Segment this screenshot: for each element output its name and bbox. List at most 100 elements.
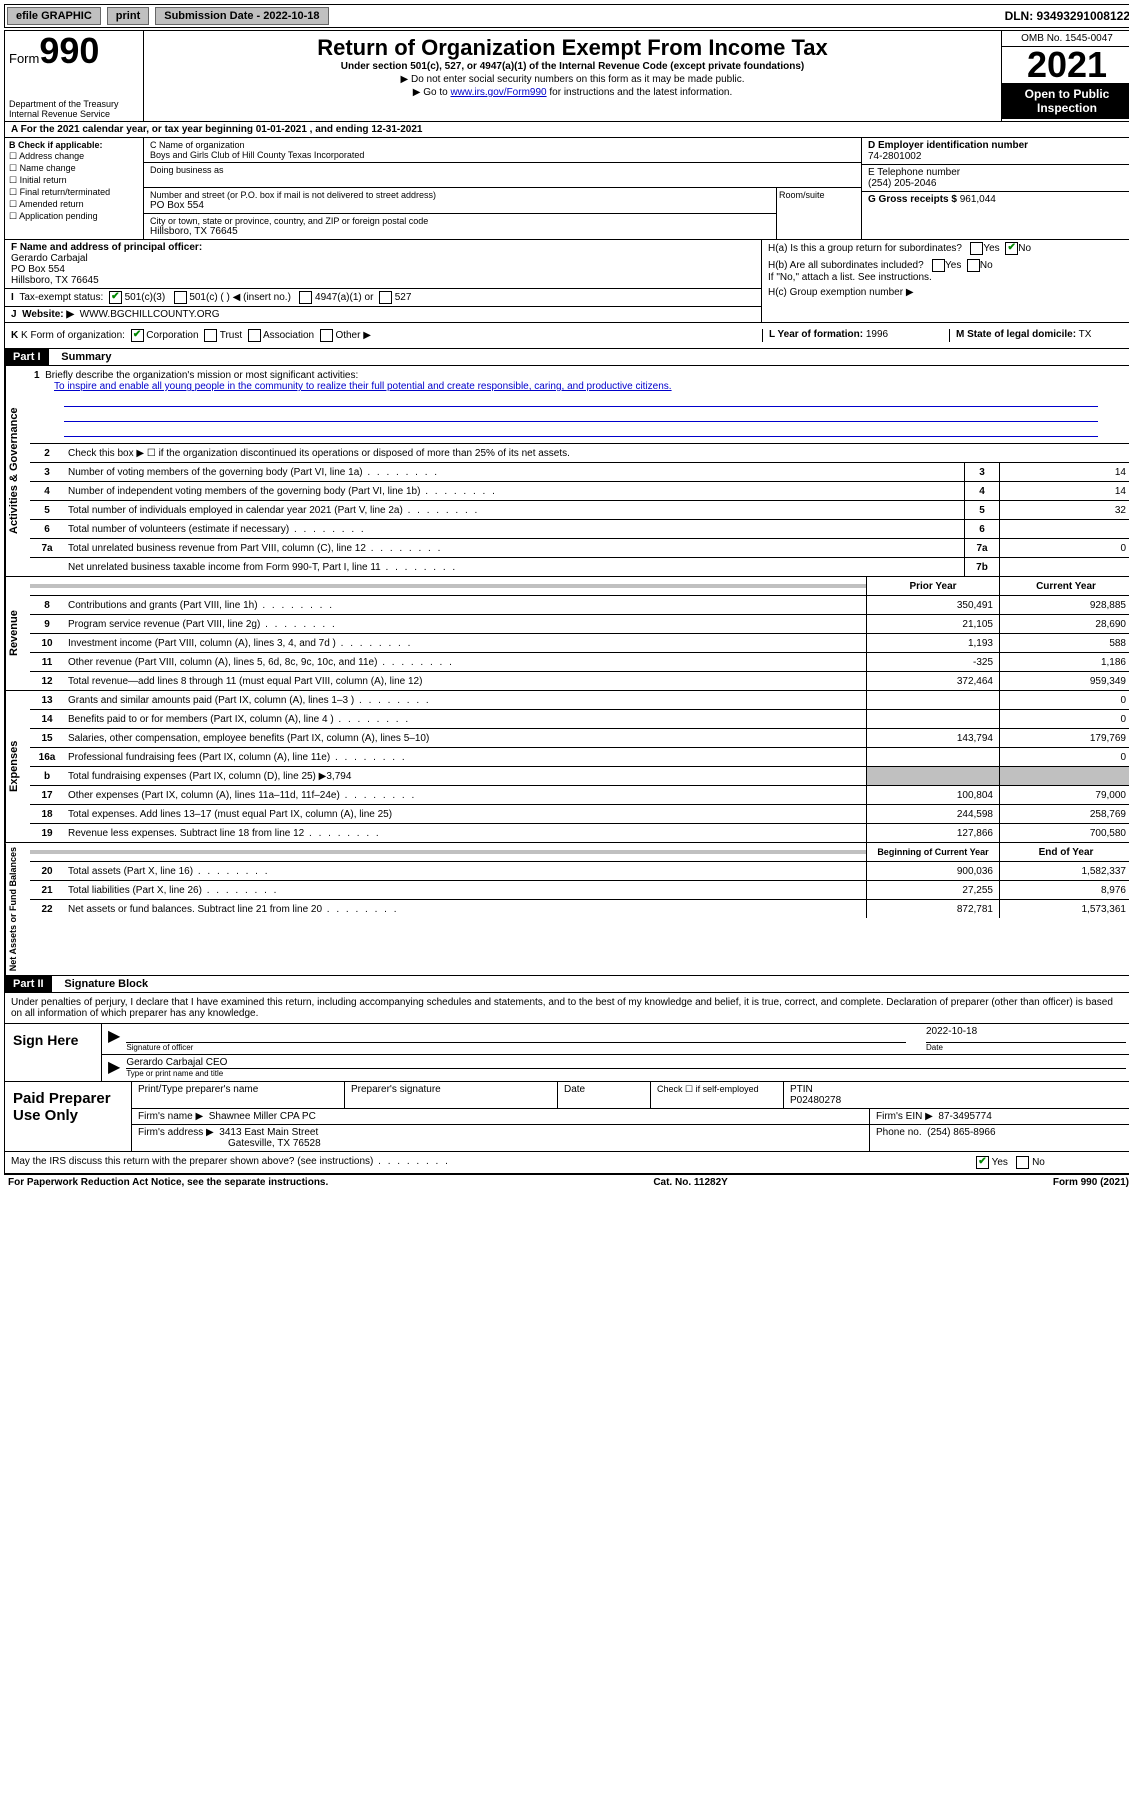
page-footer: For Paperwork Reduction Act Notice, see … [4, 1174, 1129, 1190]
cb-corp[interactable]: ✔ [131, 329, 144, 342]
cb-name-change[interactable]: ☐ Name change [9, 163, 139, 174]
cb-other[interactable] [320, 329, 333, 342]
cb-final-return[interactable]: ☐ Final return/terminated [9, 187, 139, 198]
line14: Benefits paid to or for members (Part IX… [64, 712, 866, 727]
discuss-no[interactable] [1016, 1156, 1029, 1169]
cb-application-pending[interactable]: ☐ Application pending [9, 211, 139, 222]
cb-527[interactable] [379, 291, 392, 304]
cb-4947[interactable] [299, 291, 312, 304]
m-label: M State of legal domicile: [956, 329, 1076, 340]
line12: Total revenue—add lines 8 through 11 (mu… [64, 674, 866, 689]
section-f-to-j: F Name and address of principal officer:… [4, 240, 1129, 323]
expenses-label: Expenses [5, 691, 30, 842]
netassets-label: Net Assets or Fund Balances [5, 843, 30, 975]
k-label: K Form of organization: [21, 330, 125, 341]
firm-addr-label: Firm's address ▶ [138, 1127, 214, 1138]
dln-label: DLN: 93493291008122 [1005, 9, 1129, 23]
section-b-checkboxes: B Check if applicable: ☐ Address change … [5, 138, 144, 239]
officer-name: Gerardo Carbajal [11, 253, 88, 264]
self-employed-check[interactable]: Check ☐ if self-employed [651, 1082, 784, 1108]
prep-phone: (254) 865-8966 [927, 1127, 995, 1138]
line2: Check this box ▶ ☐ if the organization d… [64, 446, 1129, 461]
f-label: F Name and address of principal officer: [11, 242, 202, 253]
cb-amended[interactable]: ☐ Amended return [9, 199, 139, 210]
c14: 0 [999, 710, 1129, 728]
revenue-table: Revenue Prior YearCurrent Year 8Contribu… [4, 577, 1129, 691]
signature-block: Under penalties of perjury, I declare th… [4, 993, 1129, 1174]
footer-mid: Cat. No. 11282Y [653, 1177, 727, 1188]
irs-label: Internal Revenue Service [9, 109, 139, 119]
org-name-box: C Name of organization Boys and Girls Cl… [144, 138, 861, 163]
c16a: 0 [999, 748, 1129, 766]
line15: Salaries, other compensation, employee b… [64, 731, 866, 746]
dba-box: Doing business as [144, 163, 861, 188]
ha-row: H(a) Is this a group return for subordin… [762, 240, 1129, 257]
mission-line [64, 424, 1098, 437]
firm-name-label: Firm's name ▶ [138, 1111, 203, 1122]
line6: Total number of volunteers (estimate if … [64, 522, 964, 537]
cb-assoc[interactable] [248, 329, 261, 342]
paid-prep-label: Paid Preparer Use Only [5, 1082, 132, 1151]
print-button[interactable]: print [107, 7, 149, 25]
governance-label: Activities & Governance [5, 366, 30, 576]
line9: Program service revenue (Part VIII, line… [64, 617, 866, 632]
officer-box: F Name and address of principal officer:… [5, 240, 761, 289]
c15: 179,769 [999, 729, 1129, 747]
p14 [866, 710, 999, 728]
officer-city: Hillsboro, TX 76645 [11, 275, 99, 286]
j-label: Website: ▶ [22, 309, 74, 320]
v7a: 0 [999, 539, 1129, 557]
sign-here-label: Sign Here [5, 1024, 102, 1081]
e-label: E Telephone number [868, 167, 960, 178]
p21: 27,255 [866, 881, 999, 899]
c8: 928,885 [999, 596, 1129, 614]
line18: Total expenses. Add lines 13–17 (must eq… [64, 807, 866, 822]
line21: Total liabilities (Part X, line 26) [64, 883, 866, 898]
part2-title: Signature Block [58, 976, 154, 992]
note2-pre: ▶ Go to [413, 87, 451, 98]
footer-left: For Paperwork Reduction Act Notice, see … [8, 1177, 328, 1188]
v6 [999, 520, 1129, 538]
cb-501c3[interactable]: ✔ [109, 291, 122, 304]
header-note1: ▶ Do not enter social security numbers o… [148, 74, 997, 85]
hb-note: If "No," attach a list. See instructions… [768, 272, 932, 283]
ptin-value: P02480278 [790, 1095, 841, 1106]
ha-yes[interactable] [970, 242, 983, 255]
firm-name: Shawnee Miller CPA PC [209, 1111, 316, 1122]
firm-addr: 3413 East Main Street [219, 1127, 318, 1138]
efile-button[interactable]: efile GRAPHIC [7, 7, 101, 25]
street-box: Number and street (or P.O. box if mail i… [144, 188, 776, 214]
i-label: Tax-exempt status: [19, 292, 103, 303]
g-label: G Gross receipts $ [868, 194, 957, 205]
form-number: 990 [39, 30, 99, 71]
begin-hdr: Beginning of Current Year [866, 843, 999, 861]
open-public-badge: Open to Public Inspection [1002, 83, 1129, 119]
city-label: City or town, state or province, country… [150, 216, 770, 226]
discuss-yes[interactable]: ✔ [976, 1156, 989, 1169]
v4: 14 [999, 482, 1129, 500]
line22: Net assets or fund balances. Subtract li… [64, 902, 866, 917]
ha-no[interactable]: ✔ [1005, 242, 1018, 255]
hb-no[interactable] [967, 259, 980, 272]
p10: 1,193 [866, 634, 999, 652]
cb-501c[interactable] [174, 291, 187, 304]
form-header: Form990 Department of the Treasury Inter… [4, 30, 1129, 122]
note2-post: for instructions and the latest informat… [547, 87, 733, 98]
ein-value: 74-2801002 [868, 151, 921, 162]
curr-year-hdr: Current Year [999, 577, 1129, 595]
website-row: J Website: ▶ WWW.BGCHILLCOUNTY.ORG [5, 307, 761, 322]
p22: 872,781 [866, 900, 999, 918]
hb-yes[interactable] [932, 259, 945, 272]
cb-initial-return[interactable]: ☐ Initial return [9, 175, 139, 186]
c20: 1,582,337 [999, 862, 1129, 880]
cb-address-change[interactable]: ☐ Address change [9, 151, 139, 162]
line16a: Professional fundraising fees (Part IX, … [64, 750, 866, 765]
addr-label: Number and street (or P.O. box if mail i… [150, 190, 770, 200]
ptin-label: PTIN [790, 1084, 813, 1095]
irs-link[interactable]: www.irs.gov/Form990 [450, 87, 546, 98]
line5: Total number of individuals employed in … [64, 503, 964, 518]
cb-trust[interactable] [204, 329, 217, 342]
domicile-state: TX [1079, 329, 1092, 340]
p19: 127,866 [866, 824, 999, 842]
phone-label: Phone no. [876, 1127, 922, 1138]
